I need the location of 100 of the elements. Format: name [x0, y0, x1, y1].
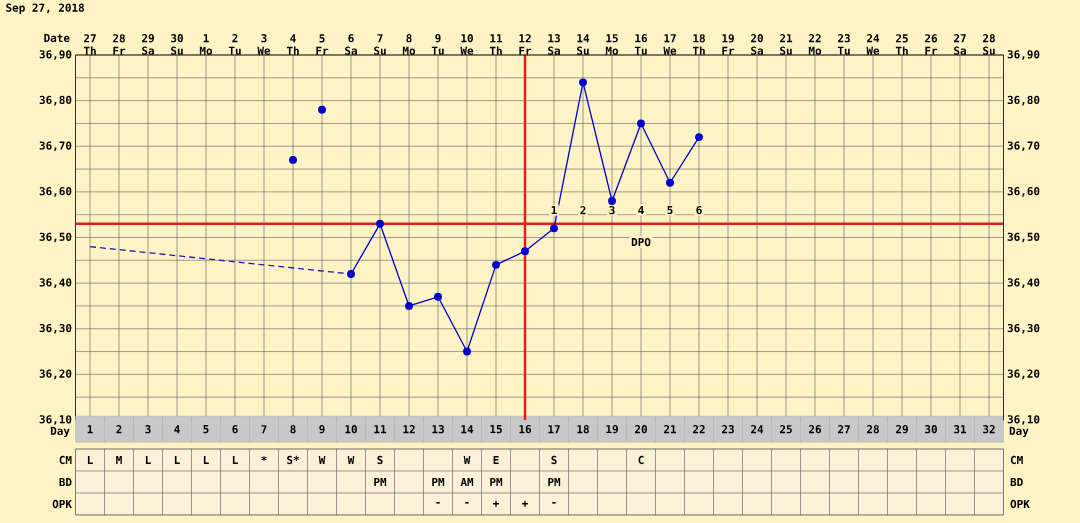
point	[666, 178, 674, 187]
x-tick-label: 20	[635, 425, 647, 434]
text: W	[318, 455, 326, 464]
point	[637, 119, 645, 128]
y2-tick-label: BD	[1010, 477, 1023, 486]
text: L	[174, 455, 180, 464]
y-tick-label: 36,50	[39, 232, 72, 243]
x2-tick-label: 20 Sa	[751, 34, 763, 55]
annotation: 6	[696, 205, 702, 215]
x-tick-label: 11	[374, 425, 387, 434]
x2-axis-title: Date	[44, 33, 70, 43]
x2-tick-label: 24 We	[866, 34, 880, 55]
annotation: 1	[551, 206, 557, 215]
x2-tick-label: 3 We	[257, 34, 271, 55]
x2-tick-label: 16 Tu	[634, 34, 648, 55]
text: M	[116, 455, 122, 464]
text: W	[347, 455, 355, 464]
x2-tick-label: 26 Fr	[925, 34, 938, 55]
x2-tick-label: 27 Th	[83, 34, 96, 55]
point	[550, 224, 558, 233]
text: PM	[490, 477, 503, 486]
text: Day	[1009, 426, 1029, 438]
text: +	[522, 500, 528, 507]
text: +	[493, 500, 499, 507]
y-tick-label: OPK	[52, 499, 72, 509]
y-tick-label: BD	[59, 477, 72, 486]
x-tick-label: 14	[461, 425, 474, 434]
x2-tick-label: 29 Sa	[142, 34, 154, 55]
x2-tick-label: 28 Fr	[113, 34, 126, 55]
y-tick-label: CM	[59, 455, 72, 465]
text: -	[552, 502, 556, 504]
x2-tick-label: 4 Th	[286, 34, 299, 55]
x2-tick-label: 8 Mo	[402, 34, 416, 55]
x-tick-label: 27	[838, 425, 850, 434]
point	[579, 78, 587, 87]
x-tick-label: 8	[290, 425, 296, 434]
point	[376, 219, 384, 228]
chart-title: Sep 27, 2018	[6, 3, 85, 14]
y2-tick-label: 36,70	[1007, 141, 1040, 152]
x-tick-label: 2	[116, 425, 122, 434]
x-tick-label: 15	[490, 425, 502, 434]
x2-tick-label: 30 Su	[171, 34, 183, 55]
text: W	[463, 455, 471, 464]
y2-tick-label: 36,90	[1007, 50, 1040, 60]
y2-tick-label: 36,20	[1007, 369, 1040, 380]
point	[463, 347, 471, 356]
x2-tick-label: 18 Th	[692, 34, 705, 55]
text: PM	[548, 477, 561, 486]
x2-tick-label: 19 Fr	[722, 34, 735, 55]
x-tick-label: 29	[896, 425, 908, 434]
x-tick-label: 10	[345, 425, 357, 434]
point	[318, 105, 326, 114]
y2-tick-label: 36,50	[1007, 232, 1040, 243]
x2-tick-label: 5 Fr	[316, 34, 329, 55]
x2-tick-label: 14 Su	[577, 34, 590, 55]
y2-tick-label: 36,10	[1007, 415, 1040, 425]
text: PM	[432, 477, 445, 486]
x2-tick-label: 21 Su	[780, 34, 793, 55]
y-tick-label: 36,40	[39, 278, 72, 288]
annotation: 2	[580, 206, 586, 215]
x2-tick-label: 9 Tu	[431, 34, 444, 55]
x-tick-label: 17	[548, 425, 560, 434]
annotation: DPO	[631, 237, 651, 247]
text: S	[377, 455, 383, 465]
x-axis-title: Day	[50, 426, 70, 438]
text: PM	[374, 477, 387, 486]
x2-tick-label: 17 We	[663, 34, 677, 55]
x-tick-label: 25	[780, 425, 792, 434]
point	[405, 301, 413, 310]
point	[521, 247, 529, 256]
y2-tick-label: 36,40	[1007, 278, 1040, 288]
x-tick-label: 30	[925, 425, 937, 434]
y-tick-label: 36,70	[39, 141, 72, 152]
x2-tick-label: 22 Mo	[808, 34, 822, 55]
x2-tick-label: 6 Sa	[345, 34, 357, 55]
x-tick-label: 7	[261, 425, 267, 434]
x2-tick-label: 25 Th	[895, 34, 908, 55]
x-tick-label: 9	[319, 425, 325, 434]
point	[347, 270, 355, 278]
x-tick-label: 31	[954, 425, 967, 434]
text: C	[638, 455, 644, 465]
text: S	[551, 455, 557, 465]
x-tick-label: 13	[432, 425, 444, 434]
text: S*	[287, 455, 299, 465]
x-tick-label: 22	[693, 425, 705, 434]
x-tick-label: 18	[577, 425, 589, 434]
x2-tick-label: 15 Mo	[605, 34, 619, 55]
y2-tick-label: 36,30	[1007, 323, 1040, 334]
x-tick-label: 32	[983, 425, 995, 434]
x-tick-label: 4	[174, 425, 180, 434]
x-tick-label: 16	[519, 425, 532, 434]
y-tick-label: 36,80	[39, 95, 72, 106]
y2-tick-label: 36,80	[1007, 95, 1040, 106]
x2-tick-label: 1 Mo	[199, 34, 213, 55]
annotation: 4	[638, 206, 644, 215]
x-tick-label: 28	[867, 425, 879, 434]
x2-tick-label: 27 Sa	[954, 34, 966, 55]
point	[289, 155, 297, 164]
text: L	[232, 455, 238, 464]
x-tick-label: 24	[751, 425, 764, 434]
